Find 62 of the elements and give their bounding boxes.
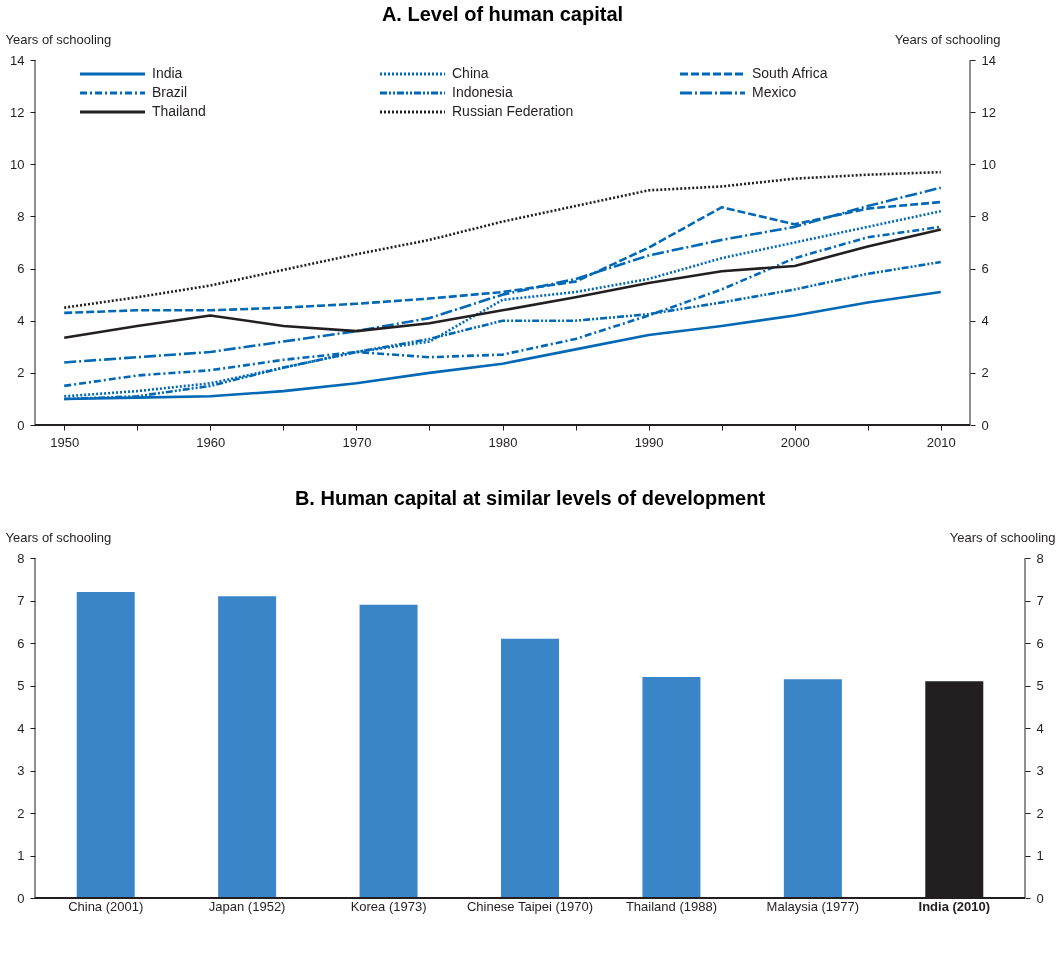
legend-label: India [152,65,183,81]
y2-tick-label: 6 [1036,635,1044,651]
y-tick-label: 12 [10,104,25,120]
y2-tick-label: 4 [1036,720,1044,736]
y2-tick-label: 0 [1036,890,1044,906]
y2-axis-title: Years of schooling [894,31,1001,47]
y-tick-label: 10 [10,156,25,172]
legend-label: Thailand [152,103,206,119]
y2-tick-label: 2 [1036,805,1044,821]
y-tick-label: 6 [17,261,25,277]
x-tick-label: China (2001) [68,898,144,914]
x-tick-label: Thailand (1988) [625,898,717,914]
y2-tick-label: 0 [981,417,989,433]
legend-label: South Africa [752,65,828,81]
x-tick-label: India (2010) [918,898,991,914]
y2-tick-label: 3 [1036,763,1044,778]
chart-title: B. Human capital at similar levels of development [294,487,766,509]
y-tick-label: 0 [17,417,25,433]
y-tick-label: 4 [17,720,25,736]
x-tick-label: Korea (1973) [350,898,427,914]
x-tick-label: Malaysia (1977) [766,898,860,914]
chart-title: A. Level of human capital [381,3,624,25]
y-tick-label: 3 [17,763,25,778]
y2-tick-label: 1 [1036,848,1044,863]
x-tick-label: 1950 [50,434,80,450]
y-tick-label: 5 [17,678,25,693]
y2-tick-label: 5 [1036,678,1044,693]
y-tick-label: 2 [17,365,25,381]
y-tick-label: 6 [17,635,25,651]
x-tick-label: 2010 [926,434,956,450]
legend-label: Mexico [752,84,797,100]
y2-tick-label: 7 [1036,593,1044,608]
y2-tick-label: 10 [981,156,996,172]
legend-label: Indonesia [452,84,513,100]
x-tick-label: 1960 [196,434,226,450]
y-axis-title: Years of schooling [5,31,112,47]
y2-tick-label: 6 [981,261,989,277]
y2-tick-label: 8 [981,208,989,224]
y-tick-label: 1 [17,848,25,863]
x-tick-label: 1980 [488,434,518,450]
x-tick-label: 2000 [780,434,810,450]
y-tick-label: 14 [10,52,25,68]
y-tick-label: 8 [17,550,25,566]
legend-label: Russian Federation [452,103,574,119]
y2-tick-label: 12 [981,104,996,120]
y-axis-title: Years of schooling [5,529,112,545]
y2-tick-label: 4 [981,313,989,329]
y-tick-label: 4 [17,313,25,329]
y2-tick-label: 2 [981,365,989,381]
y2-axis-title: Years of schooling [949,529,1056,545]
y-tick-label: 0 [17,890,25,906]
legend-label: China [452,65,489,81]
x-tick-label: 1970 [342,434,372,450]
y-tick-label: 2 [17,805,25,821]
y-tick-label: 8 [17,208,25,224]
y-tick-label: 7 [17,593,25,608]
x-tick-label: Japan (1952) [208,898,286,914]
x-tick-label: 1990 [634,434,664,450]
x-tick-label: Chinese Taipei (1970) [466,898,594,914]
y2-tick-label: 14 [981,52,996,68]
legend-label: Brazil [152,84,188,100]
y2-tick-label: 8 [1036,550,1044,566]
